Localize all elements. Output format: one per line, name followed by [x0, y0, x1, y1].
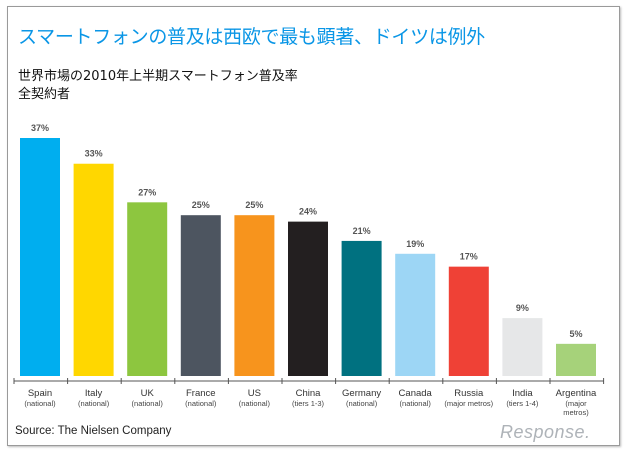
value-label: 9% — [516, 303, 529, 313]
category-sublabel: (national) — [78, 399, 110, 408]
value-label: 27% — [138, 187, 156, 197]
category-sublabel: (national) — [400, 399, 432, 408]
bar-france — [180, 215, 221, 376]
bar-germany — [341, 240, 382, 376]
bar-uk — [127, 202, 168, 376]
category-label: Germany — [342, 388, 381, 399]
bar-china — [288, 221, 328, 376]
category-sublabel: (tiers 1-3) — [292, 399, 325, 408]
category-sublabel: (national) — [185, 399, 217, 408]
category-sublabel: (tiers 1-4) — [506, 399, 539, 408]
category-sublabel: (national) — [239, 399, 271, 408]
category-label: China — [296, 388, 322, 399]
value-label: 19% — [406, 239, 424, 249]
category-sublabel: (national) — [346, 399, 378, 408]
category-sublabel: (major — [565, 399, 587, 408]
chart-subtitle: 世界市場の2010年上半期スマートフォン普及率 全契約者 — [18, 68, 298, 104]
source-note: Source: The Nielsen Company — [15, 425, 172, 437]
subtitle-line-2: 全契約者 — [18, 87, 71, 102]
category-label: Argentina — [556, 388, 597, 399]
response-logo: Response. — [500, 422, 591, 442]
category-label: US — [248, 388, 261, 399]
value-label: 37% — [31, 123, 49, 133]
chart-title: スマートフォンの普及は西欧で最も顕著、ドイツは例外 — [18, 26, 485, 48]
category-sublabel: metros) — [563, 408, 589, 417]
category-label: Italy — [85, 388, 103, 399]
category-sublabel: (national) — [24, 399, 56, 408]
value-label: 24% — [299, 207, 317, 217]
value-label: 5% — [569, 329, 582, 339]
category-label: Spain — [28, 388, 52, 399]
value-label: 17% — [460, 252, 478, 262]
bar-spain — [20, 138, 60, 376]
bar-russia — [448, 266, 489, 376]
category-label: UK — [141, 388, 155, 399]
value-label: 21% — [353, 226, 371, 236]
value-label: 33% — [85, 149, 103, 159]
bar-canada — [395, 253, 436, 376]
category-label: Russia — [454, 388, 484, 399]
value-label: 25% — [192, 200, 210, 210]
category-label: India — [512, 388, 533, 399]
bar-argentina — [556, 343, 596, 376]
category-sublabel: (major metros) — [444, 399, 493, 408]
bar-us — [234, 215, 275, 376]
category-label: France — [186, 388, 216, 399]
value-label: 25% — [245, 200, 263, 210]
bar-india — [502, 318, 543, 376]
category-label: Canada — [399, 388, 433, 399]
chart-frame — [7, 6, 620, 446]
category-sublabel: (national) — [132, 399, 164, 408]
subtitle-line-1: 世界市場の2010年上半期スマートフォン普及率 — [18, 69, 298, 84]
bar-italy — [73, 163, 114, 376]
